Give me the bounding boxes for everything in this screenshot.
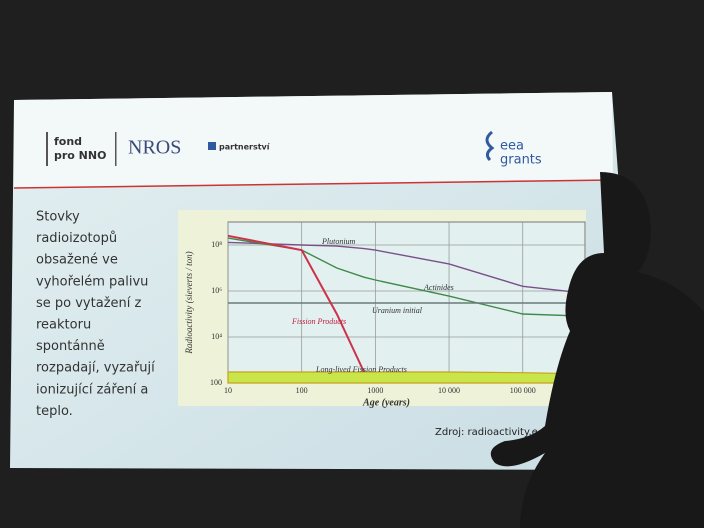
logo-icon	[208, 142, 216, 150]
slide-text: Stovky radioizotopů obsažené ve vyhořelém p…	[36, 210, 155, 419]
series-label: Plutonium	[321, 237, 356, 246]
logo-text: eea	[500, 139, 524, 154]
y-axis-label: Radioactivity (sieverts / ton)	[184, 251, 194, 354]
line	[227, 241, 586, 294]
y-tick-label: 10⁴	[211, 332, 222, 341]
source: Zdroj: radioactivity.e	[435, 427, 538, 438]
y-tick-label: 100	[210, 378, 222, 387]
line	[227, 234, 365, 373]
x-tick-label: 10	[224, 386, 232, 395]
body-line: reaktoru	[36, 318, 91, 333]
body-line: spontánně	[36, 339, 105, 354]
x-tick-label: 100 000	[510, 386, 536, 395]
series-label: Uranium initial	[372, 306, 423, 315]
body-line: se po vytažení z	[36, 296, 141, 311]
series-label: Long-lived Fission Products	[315, 365, 407, 374]
x-tick-label: 10 000	[438, 386, 460, 395]
logo-text: fond	[54, 135, 82, 148]
logo-text: grants	[500, 153, 542, 168]
body-line: ionizující záření a	[36, 382, 148, 397]
body-line: teplo.	[36, 404, 73, 419]
area	[227, 371, 586, 384]
x-tick-label: 1000	[367, 386, 383, 395]
body-line: vyhořelém palivu	[36, 274, 148, 289]
x-axis-label: Age (years)	[362, 397, 410, 408]
y-tick-label: 10⁶	[211, 286, 222, 295]
logo-text: partnerství	[219, 143, 271, 152]
header-rule	[13, 179, 614, 189]
logo-icon	[485, 130, 495, 162]
body-line: obsažené ve	[36, 253, 118, 268]
logo-text: NROS	[128, 137, 181, 159]
logo-text: pro NNO	[54, 149, 106, 162]
x-tick-label: 100	[296, 386, 308, 395]
series-label: Fission Products	[291, 317, 346, 326]
logo-bar	[46, 132, 48, 166]
body-line: rozpadají, vyzařují	[36, 361, 155, 376]
slide-header	[14, 92, 613, 188]
person-silhouette	[490, 172, 704, 528]
line	[227, 237, 586, 317]
logo-bar	[115, 132, 117, 166]
body-line: radioizotopů	[36, 231, 117, 246]
y-tick-label: 10⁸	[211, 240, 222, 249]
body-line: Stovky	[36, 210, 80, 225]
series-label: Actinides	[423, 283, 454, 292]
